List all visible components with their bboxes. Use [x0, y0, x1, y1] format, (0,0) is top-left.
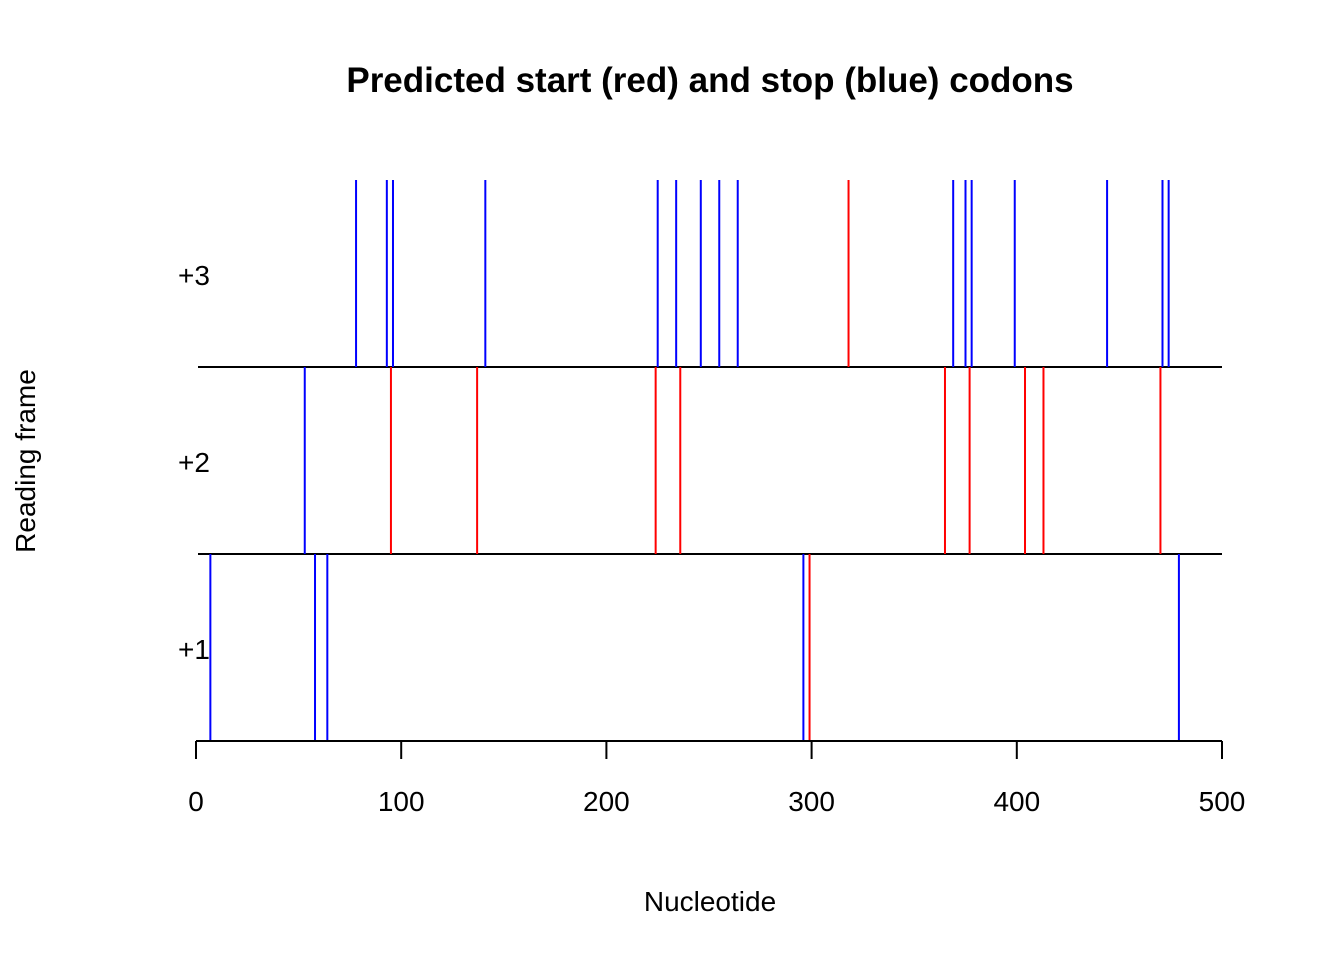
frame-baselines [198, 366, 1222, 555]
x-tick-label: 0 [188, 786, 204, 817]
x-tick-label: 500 [1199, 786, 1246, 817]
x-tick-label: 200 [583, 786, 630, 817]
x-axis: 0 100 200 300 400 500 [188, 740, 1246, 817]
x-axis-label: Nucleotide [644, 886, 776, 917]
chart-title: Predicted start (red) and stop (blue) co… [346, 61, 1073, 100]
codon-marks [209, 180, 1180, 741]
frame-labels: +1 +2 +3 [178, 260, 210, 665]
x-tick-label: 300 [788, 786, 835, 817]
x-tick-label: 100 [378, 786, 425, 817]
frame-label: +2 [178, 447, 210, 478]
y-axis-label: Reading frame [10, 369, 41, 553]
x-tick-label: 400 [993, 786, 1040, 817]
frame-label: +1 [178, 634, 210, 665]
frame-label: +3 [178, 260, 210, 291]
